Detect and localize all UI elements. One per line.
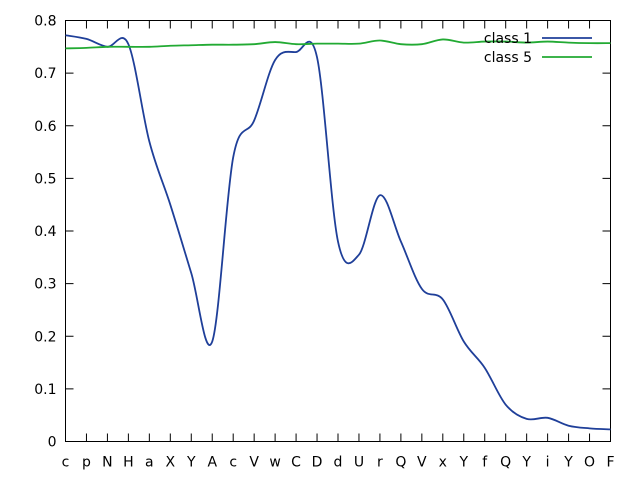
y-tick-label: 0.6 <box>34 119 56 135</box>
y-tick-label: 0.8 <box>34 14 56 30</box>
x-tick-label: Q <box>500 455 511 471</box>
x-tick-label: U <box>354 455 364 471</box>
x-tick-label: D <box>312 455 323 471</box>
legend: class 1 class 5 <box>484 31 592 66</box>
x-tick-label: c <box>62 455 70 471</box>
x-tick-label: X <box>166 455 176 471</box>
x-tick-label: i <box>546 455 550 471</box>
y-tick-label: 0.7 <box>34 66 56 82</box>
x-tick-label: V <box>249 455 259 471</box>
x-tick-label: A <box>207 455 217 471</box>
x-tick-label: Y <box>563 455 573 471</box>
x-tick-label: p <box>82 455 91 471</box>
y-tick-label: 0.5 <box>34 171 56 187</box>
legend-label: class 1 <box>484 31 532 47</box>
x-tick-label: r <box>377 455 383 471</box>
plot-frame <box>65 20 611 442</box>
series-layer <box>65 34 611 431</box>
x-tick-label: N <box>102 455 112 471</box>
x-tick-label: Y <box>186 455 196 471</box>
y-tick-label: 0.1 <box>34 382 56 398</box>
series-line-class-1 <box>65 34 611 431</box>
series-line-class-5 <box>65 38 611 50</box>
y-tick-label: 0.2 <box>34 329 56 345</box>
x-tick-label: c <box>229 455 237 471</box>
y-tick-label: 0.4 <box>34 224 56 240</box>
x-tick-label: d <box>334 455 343 471</box>
x-tick-label: a <box>145 455 154 471</box>
x-tick-label: Y <box>521 455 531 471</box>
x-tick-label: C <box>291 455 301 471</box>
legend-label: class 5 <box>484 50 532 66</box>
x-tick-label: Y <box>458 455 468 471</box>
x-tick-label: V <box>417 455 427 471</box>
x-tick-label: F <box>606 455 614 471</box>
x-tick-label: w <box>269 455 280 471</box>
x-tick-label: x <box>439 455 447 471</box>
x-tick-label: Q <box>395 455 406 471</box>
y-axis: 0 0.1 0.2 0.3 0.4 0.5 0.6 0.7 0.8 <box>34 14 611 451</box>
y-tick-label: 0 <box>48 435 57 451</box>
x-tick-label: O <box>584 455 595 471</box>
y-tick-label: 0.3 <box>34 277 56 293</box>
x-tick-label: H <box>123 455 134 471</box>
x-tick-label: f <box>482 455 488 471</box>
